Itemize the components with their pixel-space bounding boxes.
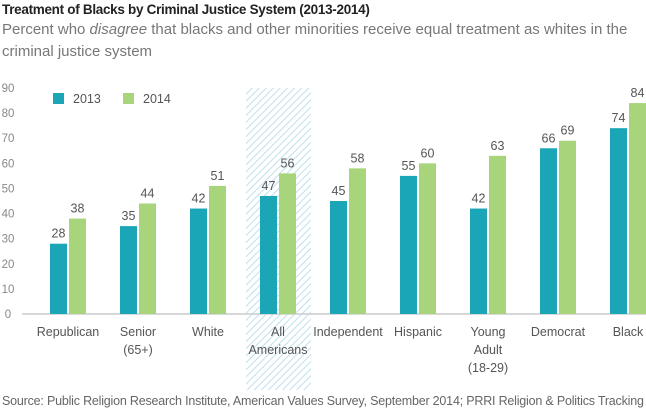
x-tick-label: White bbox=[192, 325, 224, 339]
subtitle-emphasis: disagree bbox=[89, 21, 148, 38]
x-tick-label: All bbox=[271, 325, 285, 339]
data-label: 69 bbox=[561, 124, 575, 138]
source-note: Source: Public Religion Research Institu… bbox=[2, 394, 644, 408]
bar-2013 bbox=[610, 128, 627, 314]
bar-2014 bbox=[419, 163, 436, 314]
data-label: 35 bbox=[122, 209, 136, 223]
bar-2014 bbox=[69, 218, 86, 314]
bar-2013 bbox=[470, 208, 487, 314]
data-label: 38 bbox=[71, 202, 85, 216]
bar-2013 bbox=[120, 226, 137, 314]
bar-2013 bbox=[190, 208, 207, 314]
bar-2014 bbox=[349, 168, 366, 314]
data-label: 60 bbox=[421, 146, 435, 160]
data-label: 42 bbox=[192, 192, 206, 206]
x-tick-label: Hispanic bbox=[394, 325, 442, 339]
bar-2013 bbox=[260, 195, 277, 314]
subtitle-part: Percent who bbox=[2, 21, 90, 38]
x-tick-label: Independent bbox=[313, 325, 383, 339]
legend-swatch-2014 bbox=[123, 93, 134, 104]
y-tick-label: 80 bbox=[2, 108, 15, 120]
data-label: 58 bbox=[351, 151, 365, 165]
subtitle-part: that blacks and other minorities receive… bbox=[2, 21, 628, 60]
y-tick-label: 0 bbox=[5, 309, 11, 321]
y-tick-label: 90 bbox=[2, 83, 15, 95]
bar-2013 bbox=[400, 175, 417, 314]
x-tick-label: Young bbox=[471, 325, 506, 339]
legend-swatch-2013 bbox=[53, 93, 64, 104]
data-label: 56 bbox=[281, 156, 295, 170]
data-label: 66 bbox=[542, 131, 556, 145]
bar-2014 bbox=[209, 185, 226, 314]
x-tick-label: Senior bbox=[120, 325, 156, 339]
highlight-band bbox=[246, 88, 311, 390]
y-tick-label: 10 bbox=[2, 284, 15, 296]
x-tick-label: Americans bbox=[248, 343, 307, 357]
bar-2014 bbox=[279, 173, 296, 314]
bar-2014 bbox=[139, 203, 156, 314]
x-tick-label: Democrat bbox=[531, 325, 586, 339]
y-tick-label: 20 bbox=[2, 259, 15, 271]
x-tick-label: Adult bbox=[474, 343, 503, 357]
data-label: 28 bbox=[52, 227, 66, 241]
x-tick-label: (65+) bbox=[123, 343, 153, 357]
data-label: 47 bbox=[262, 179, 276, 193]
bar-2014 bbox=[559, 140, 576, 314]
data-label: 42 bbox=[472, 192, 486, 206]
y-tick-label: 50 bbox=[2, 183, 15, 195]
x-tick-label: (18-29) bbox=[468, 361, 508, 375]
bar-2013 bbox=[50, 243, 67, 314]
x-tick-label: Black bbox=[613, 325, 644, 339]
chart-title: Treatment of Blacks by Criminal Justice … bbox=[2, 2, 370, 17]
y-tick-label: 60 bbox=[2, 158, 15, 170]
y-tick-label: 40 bbox=[2, 209, 15, 221]
bar-2013 bbox=[330, 201, 347, 314]
bar-2014 bbox=[489, 155, 506, 314]
data-label: 44 bbox=[141, 187, 155, 201]
bar-2013 bbox=[540, 148, 557, 314]
data-label: 63 bbox=[491, 139, 505, 153]
y-tick-label: 30 bbox=[2, 234, 15, 246]
data-label: 84 bbox=[631, 86, 645, 100]
data-label: 51 bbox=[211, 169, 225, 183]
data-label: 55 bbox=[402, 159, 416, 173]
y-tick-label: 70 bbox=[2, 133, 15, 145]
bar-chart: 0 10 20 30 40 50 60 70 80 90 28 35 42 47 45 55 42 66 74 38 4… bbox=[2, 83, 646, 390]
chart-subtitle: Percent who disagree that blacks and oth… bbox=[2, 19, 642, 63]
x-tick-label: Republican bbox=[37, 325, 100, 339]
bar-2014 bbox=[629, 103, 646, 314]
data-label: 74 bbox=[612, 111, 626, 125]
data-label: 45 bbox=[332, 184, 346, 198]
legend-label: 2013 bbox=[73, 92, 101, 106]
legend-label: 2014 bbox=[143, 92, 171, 106]
